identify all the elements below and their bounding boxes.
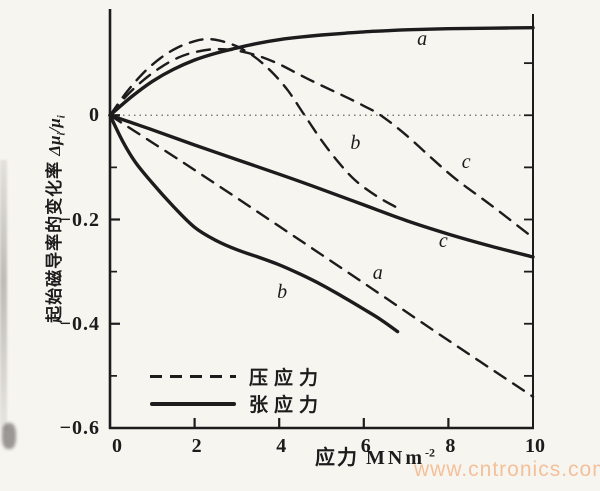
legend-item-tensile: 张应力 [150, 390, 335, 417]
x-axis-title-cn: 应力 [315, 447, 359, 469]
legend-item-compressive: 压应力 [150, 363, 335, 390]
curve-label-a-tensile: a [417, 28, 428, 51]
x-tick-label-4: 4 [276, 435, 287, 457]
solid-line-swatch [150, 401, 236, 406]
curve-tensile-a [108, 26, 535, 117]
curve-compressive-b [108, 37, 399, 210]
curve-label-c-tensile: c [438, 230, 448, 253]
legend-label-tensile: 张应力 [249, 395, 325, 416]
x-tick-label-10: 10 [525, 435, 545, 457]
curve-compressive-c [108, 47, 535, 239]
curve-label-b-compressive: b [350, 132, 361, 155]
curve-label-c-compressive: c [461, 150, 471, 173]
curve-label-a-compressive: a [372, 261, 383, 284]
curve-label-b-tensile: b [277, 281, 288, 304]
x-axis-title: 应力 MNm-2 [270, 441, 480, 469]
legend-label-compressive: 压应力 [249, 368, 325, 389]
curve-tensile-c [108, 113, 535, 259]
x-tick-label-2: 2 [191, 435, 202, 457]
x-tick-label-6: 6 [360, 435, 371, 457]
scan-artifact-corner [2, 423, 16, 449]
x-axis-exponent: -2 [424, 445, 435, 460]
scan-artifact-left-edge [0, 160, 7, 430]
y-axis-title-text: 起始磁导率的变化率 [45, 160, 64, 323]
watermark: www.cntronics.com [414, 458, 600, 481]
curve-tensile-b [108, 113, 400, 334]
y-tick-label-n06: −0.6 [59, 417, 100, 439]
y-tick-label-n02: −0.2 [59, 208, 100, 231]
x-tick-label-8: 8 [445, 435, 456, 457]
x-axis-unit: MNm [366, 447, 425, 469]
y-tick-label-0: 0 [89, 104, 100, 127]
x-tick-label-0: 0 [112, 435, 122, 457]
y-tick-label-n04: −0.4 [59, 312, 100, 335]
curve-compressive-a [108, 114, 535, 398]
dashed-line-swatch [150, 375, 236, 378]
legend: 压应力 张应力 [150, 363, 335, 417]
